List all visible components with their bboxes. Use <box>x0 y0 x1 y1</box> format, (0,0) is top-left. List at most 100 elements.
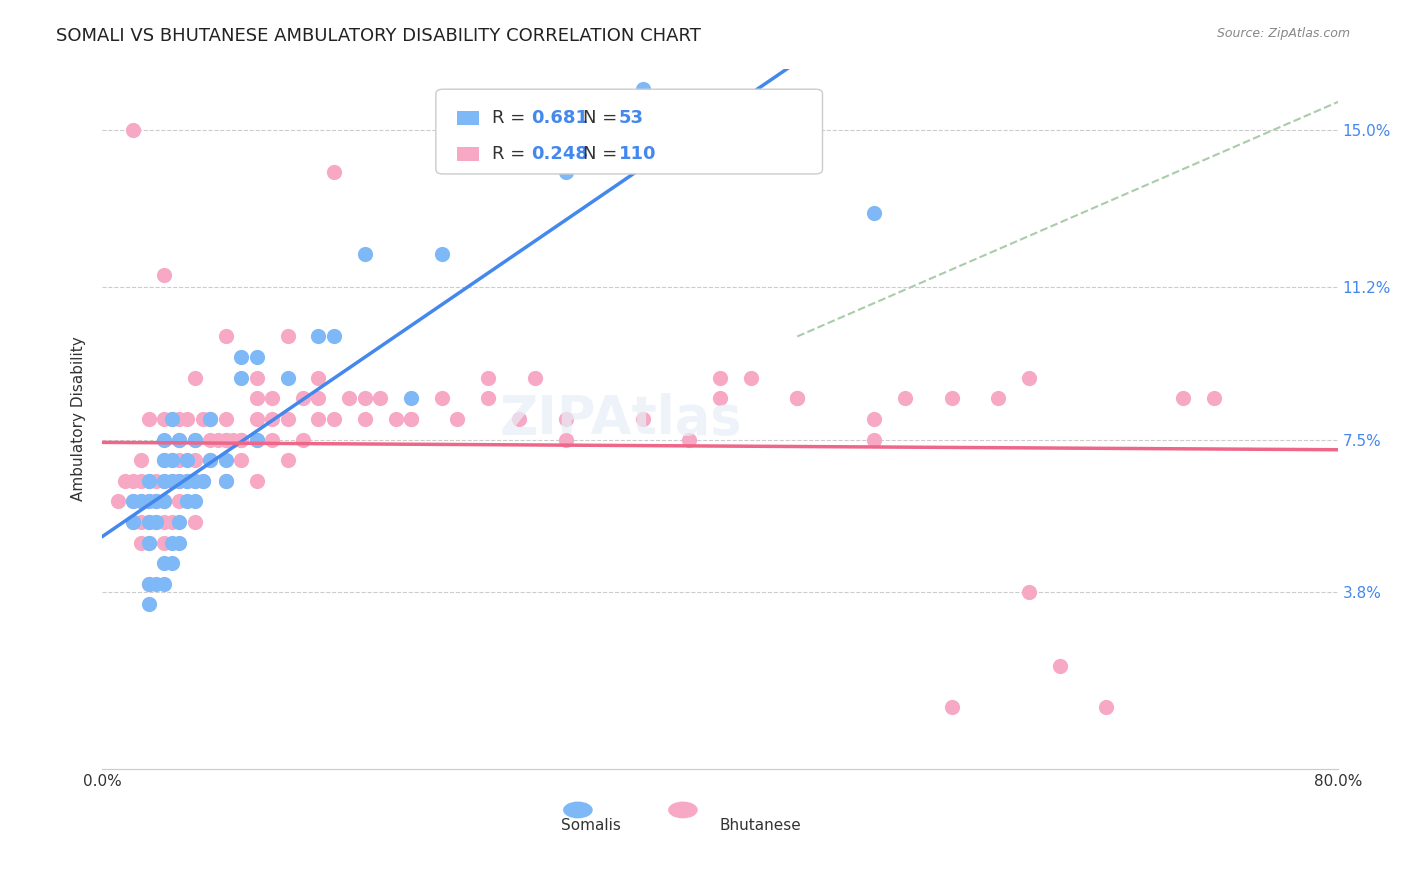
Point <box>184 453 207 467</box>
Point <box>246 474 269 488</box>
Point <box>122 494 145 508</box>
Point <box>200 412 222 426</box>
Point <box>863 433 886 447</box>
Point <box>122 494 145 508</box>
Point <box>160 535 183 549</box>
Point <box>430 247 453 261</box>
Point <box>122 515 145 529</box>
Point <box>176 453 198 467</box>
Point <box>277 453 299 467</box>
Text: Somalis: Somalis <box>561 818 621 833</box>
Point <box>138 535 160 549</box>
Point <box>138 412 160 426</box>
Point <box>523 123 546 137</box>
Point <box>138 474 160 488</box>
Point <box>207 433 229 447</box>
Point <box>631 82 654 96</box>
Y-axis label: Ambulatory Disability: Ambulatory Disability <box>72 336 86 501</box>
Point <box>1049 659 1071 673</box>
Point <box>169 474 191 488</box>
Point <box>231 350 253 364</box>
Point <box>153 494 176 508</box>
Text: N =: N = <box>583 109 623 127</box>
Point <box>262 392 284 406</box>
Point <box>399 392 422 406</box>
Point <box>277 412 299 426</box>
Point <box>215 433 238 447</box>
Point <box>337 392 360 406</box>
Point <box>554 412 576 426</box>
Point <box>740 370 762 384</box>
Point <box>200 433 222 447</box>
Point <box>231 433 253 447</box>
Text: R =: R = <box>492 109 531 127</box>
Point <box>160 474 183 488</box>
Point <box>246 350 269 364</box>
Point <box>176 474 198 488</box>
Point <box>446 412 468 426</box>
Point <box>191 474 214 488</box>
Point <box>786 392 808 406</box>
Point <box>277 370 299 384</box>
Point <box>231 453 253 467</box>
Point <box>169 412 191 426</box>
Point <box>176 494 198 508</box>
Point <box>1204 392 1226 406</box>
Point <box>1018 585 1040 599</box>
Point <box>153 433 176 447</box>
Point <box>353 392 375 406</box>
Point <box>184 494 207 508</box>
Point <box>322 164 344 178</box>
Point <box>184 515 207 529</box>
Point <box>138 515 160 529</box>
Point <box>160 453 183 467</box>
Point <box>184 474 207 488</box>
Point <box>215 329 238 343</box>
Point <box>160 515 183 529</box>
Point <box>153 474 176 488</box>
Point <box>941 392 963 406</box>
Point <box>160 556 183 570</box>
Point <box>863 412 886 426</box>
Point <box>160 412 183 426</box>
Point <box>153 535 176 549</box>
Point <box>1173 392 1195 406</box>
Point <box>1018 370 1040 384</box>
Point <box>145 577 167 591</box>
Point <box>277 329 299 343</box>
Point <box>114 474 136 488</box>
Point <box>477 392 499 406</box>
Point <box>291 433 314 447</box>
Text: 110: 110 <box>619 145 657 163</box>
Point <box>169 494 191 508</box>
Point <box>138 515 160 529</box>
Point <box>184 433 207 447</box>
Point <box>138 494 160 508</box>
Point <box>291 392 314 406</box>
Circle shape <box>668 802 697 818</box>
Point <box>246 370 269 384</box>
Point <box>138 494 160 508</box>
Point <box>153 577 176 591</box>
Point <box>153 494 176 508</box>
Point <box>129 453 152 467</box>
Point <box>153 453 176 467</box>
Point <box>122 515 145 529</box>
Point <box>987 392 1010 406</box>
Point <box>307 370 329 384</box>
Point <box>145 515 167 529</box>
Point <box>138 474 160 488</box>
Point <box>523 370 546 384</box>
Point <box>215 412 238 426</box>
Point <box>145 474 167 488</box>
Point <box>231 370 253 384</box>
Point <box>107 494 129 508</box>
Point <box>709 392 731 406</box>
Point <box>160 474 183 488</box>
Point <box>222 433 245 447</box>
Point <box>138 535 160 549</box>
Point <box>153 474 176 488</box>
Point <box>554 433 576 447</box>
Point <box>631 412 654 426</box>
Point <box>246 433 269 447</box>
